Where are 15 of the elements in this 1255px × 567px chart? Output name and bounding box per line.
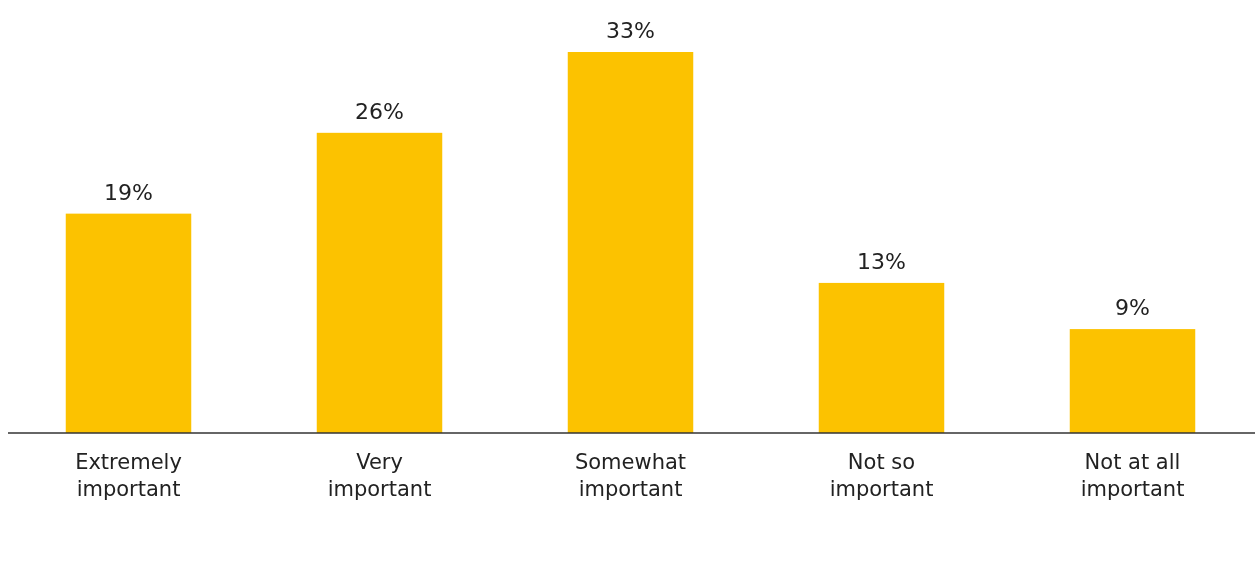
data-label: 13% — [857, 248, 906, 274]
bar — [316, 132, 443, 433]
data-label: 9% — [1115, 295, 1150, 321]
x-tick-label: Not at all important — [1080, 450, 1185, 501]
x-tick-label: Not so important — [829, 450, 934, 501]
x-tick-label: Extremely important — [75, 450, 182, 501]
data-label: 26% — [355, 98, 404, 124]
bar — [65, 213, 192, 433]
x-tick-label: Somewhat important — [574, 450, 687, 501]
data-label: 33% — [606, 18, 655, 43]
x-tick-label: Very important — [327, 450, 432, 501]
bar — [1069, 329, 1196, 433]
bar — [818, 282, 945, 433]
bar — [567, 52, 694, 433]
data-label: 19% — [104, 179, 153, 205]
